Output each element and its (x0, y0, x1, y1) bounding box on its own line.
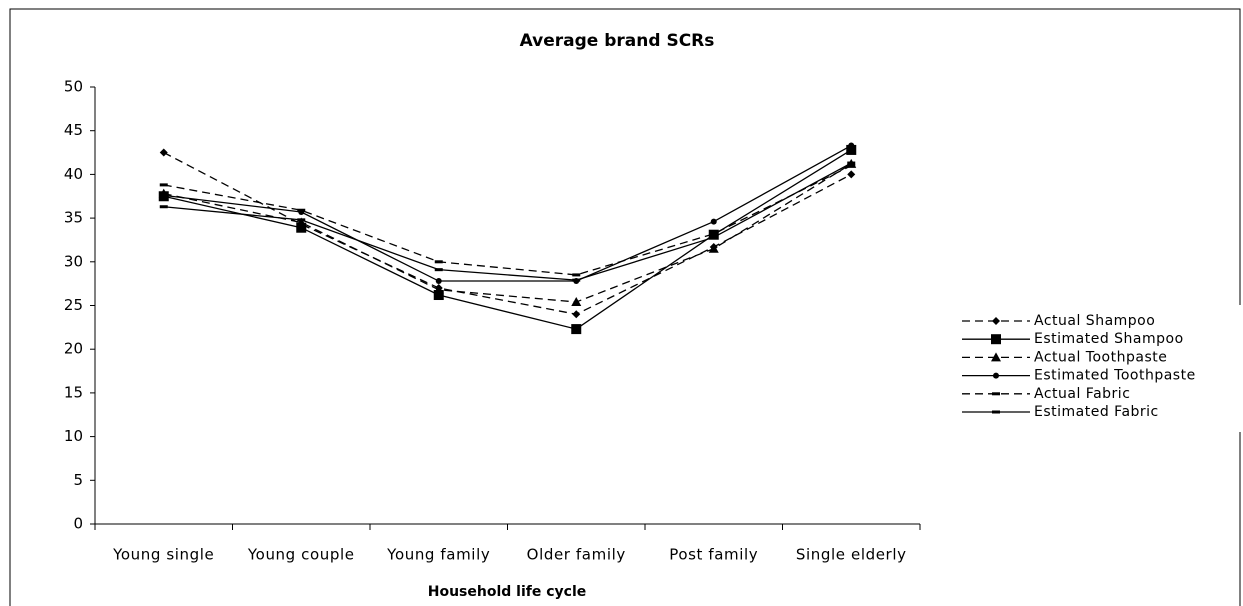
x-tick-label: Older family (527, 546, 626, 564)
data-point (847, 164, 856, 168)
legend-label: Actual Shampoo (1034, 313, 1155, 329)
y-tick-label: 40 (64, 165, 83, 183)
y-tick-label: 0 (73, 515, 83, 533)
data-point (159, 183, 168, 187)
data-point (709, 235, 718, 239)
x-tick-label: Young family (386, 546, 490, 564)
chart-title: Average brand SCRs (520, 31, 715, 51)
legend-label: Estimated Shampoo (1034, 331, 1184, 347)
data-point (848, 142, 855, 149)
data-point (847, 161, 856, 165)
x-tick-label: Post family (669, 546, 758, 564)
data-point (433, 284, 444, 294)
legend-marker (992, 410, 1000, 414)
y-tick-label: 30 (64, 252, 83, 270)
legend-label: Actual Toothpaste (1034, 349, 1167, 365)
y-tick-label: 45 (64, 121, 83, 139)
legend-label: Actual Fabric (1034, 386, 1130, 402)
legend-marker (992, 392, 1000, 396)
data-point (571, 297, 582, 307)
series-line (163, 162, 852, 281)
data-point (434, 268, 443, 272)
legend-marker (992, 317, 1000, 325)
x-axis-label: Household life cycle (428, 584, 586, 600)
chart-frame (9, 8, 1241, 606)
series-line (163, 144, 852, 282)
data-point (296, 222, 307, 233)
y-tick-label: 15 (64, 383, 83, 401)
x-tick-label: Single elderly (796, 546, 907, 564)
legend-marker (991, 352, 1001, 362)
y-tick-label: 50 (64, 78, 83, 96)
data-point (846, 144, 857, 155)
data-point (296, 217, 307, 227)
data-point (159, 205, 168, 209)
data-point (571, 324, 582, 335)
data-point (434, 260, 443, 264)
data-point (572, 278, 581, 282)
y-tick-label: 10 (64, 427, 83, 445)
series-line (163, 151, 852, 315)
data-point (160, 192, 167, 199)
legend-marker (993, 372, 999, 379)
data-point (709, 232, 718, 236)
data-point (708, 243, 719, 253)
y-tick-label: 20 (64, 340, 83, 358)
data-point (435, 278, 442, 285)
legend-label: Estimated Toothpaste (1034, 368, 1196, 384)
data-point (710, 218, 717, 225)
series-line (163, 149, 852, 330)
data-point (847, 170, 856, 179)
legend-label: Estimated Fabric (1034, 404, 1159, 420)
legend-marker (991, 334, 1001, 345)
data-point (297, 218, 306, 222)
series-line (163, 165, 852, 276)
data-point (572, 273, 581, 277)
data-point (572, 310, 581, 319)
data-point (297, 208, 306, 212)
data-point (433, 290, 444, 301)
y-tick-label: 25 (64, 296, 83, 314)
y-tick-label: 5 (73, 471, 83, 489)
data-point (159, 148, 168, 157)
y-tick-label: 35 (64, 209, 83, 227)
x-tick-label: Young single (112, 546, 214, 564)
x-tick-label: Young couple (247, 546, 355, 564)
